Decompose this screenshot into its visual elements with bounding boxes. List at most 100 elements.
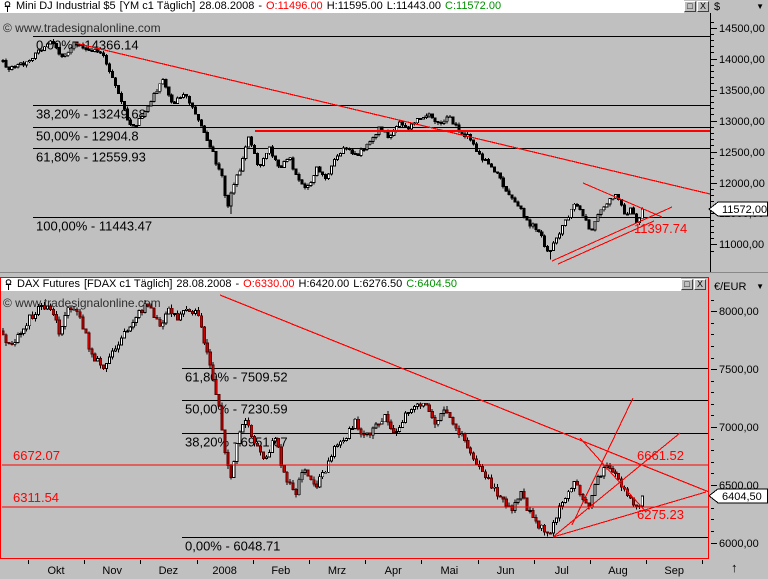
candle-body (250, 424, 254, 438)
price-level-label: 6275.23 (637, 507, 684, 522)
candle-body (584, 498, 588, 504)
candle-body (149, 305, 153, 309)
candle-body (134, 316, 138, 323)
plot-area[interactable]: © www.tradesignalonline.com 0,00% - 14366… (1, 21, 710, 265)
trend-line-triangle-lower-2[interactable] (557, 220, 655, 265)
candle-body (87, 332, 91, 350)
time-axis[interactable]: Okt Nov Dez 2008 Feb Mrz Apr Mai Jun Jul Aug Sep (0, 559, 768, 579)
candle-body (332, 158, 337, 167)
candle-body (543, 235, 547, 247)
candle-body (327, 173, 331, 179)
candle-body (637, 217, 641, 224)
candle-body (531, 223, 535, 227)
candle-body (498, 172, 502, 179)
candle-body (208, 139, 212, 148)
candle-body (196, 310, 200, 317)
candle-body (93, 49, 97, 53)
candle-body (39, 305, 44, 308)
candle-body (489, 477, 493, 489)
candle-body (10, 342, 14, 345)
ym-window-titlebar[interactable]: Mini DJ Industrial $5 [YM c1 Täglich] 28… (0, 0, 710, 13)
time-axis-tick (533, 560, 535, 564)
candle-body (273, 155, 277, 161)
candle-body (374, 134, 378, 139)
candle-body (549, 532, 553, 535)
candle-body (96, 49, 100, 53)
candle-body (110, 71, 115, 79)
candle-body (69, 47, 73, 54)
candle-body (223, 429, 227, 453)
time-axis-tick (309, 560, 310, 564)
window-controls: □ X (681, 278, 707, 291)
currency-label: $ (714, 1, 721, 13)
plot-area[interactable]: © www.tradesignalonline.com 61,80% - 7509… (2, 294, 709, 554)
candle-body (306, 184, 310, 188)
candle-body (2, 330, 5, 336)
candle-body (371, 427, 375, 436)
candle-body (540, 231, 544, 237)
price-axis[interactable]: 14500,00 14000,00 13500,00 13000,00 12500,00… (711, 22, 765, 252)
ym-axis-header[interactable]: $ ▼ (714, 1, 764, 13)
candle-body (430, 410, 434, 418)
candle-body (122, 101, 126, 110)
candle-body (7, 342, 11, 344)
watermark: © www.tradesignalonline.com (3, 21, 161, 35)
candle-body (421, 402, 425, 407)
ym-chart-canvas[interactable]: © www.tradesignalonline.com 0,00% - 14366… (0, 13, 768, 272)
trend-line-wedge-lower-2[interactable] (552, 491, 707, 538)
candle-body (338, 153, 342, 157)
candle-body (350, 149, 354, 154)
candle-body (211, 364, 215, 380)
dax-axis-header[interactable]: €/EUR ▼ (714, 281, 764, 293)
candle-body (424, 402, 428, 406)
candle-body (226, 195, 230, 207)
candle-body (560, 502, 564, 507)
candle-body (330, 165, 334, 175)
candle-body (264, 456, 268, 460)
chevron-down-icon[interactable]: ▼ (756, 2, 764, 11)
candle-body (599, 209, 603, 216)
candle-body (13, 66, 17, 69)
dax-chart-canvas[interactable]: © www.tradesignalonline.com 61,80% - 7509… (0, 292, 768, 558)
time-axis-tick (365, 560, 367, 564)
maximize-button[interactable]: □ (684, 1, 696, 12)
trend-line-steep-descending[interactable] (579, 437, 647, 513)
candle-body (519, 205, 523, 210)
trend-line-primary-downtrend[interactable] (219, 294, 709, 493)
candle-body (587, 219, 591, 230)
time-axis-tick (28, 560, 29, 564)
candle-body (498, 495, 502, 498)
trend-line-triangle-lower[interactable] (551, 206, 673, 262)
candle-body (318, 476, 322, 488)
candle-body (256, 153, 260, 165)
close-button[interactable]: X (694, 279, 706, 290)
candle-body (270, 146, 274, 157)
scroll-up-icon[interactable]: ↑ (731, 560, 738, 575)
candle-body (436, 121, 440, 124)
candle-body (404, 124, 408, 128)
candle-body (164, 313, 168, 324)
candle-body (125, 108, 129, 121)
trend-line-triangle-upper[interactable] (582, 182, 663, 218)
trend-line-primary-downtrend[interactable] (74, 42, 710, 195)
candle-body (344, 147, 348, 150)
close-value: C:6404.50 (406, 278, 457, 290)
month-label: Mai (440, 565, 459, 577)
chevron-down-icon[interactable]: ▼ (756, 282, 764, 291)
candle-body (81, 316, 85, 330)
candle-body (170, 307, 174, 315)
candle-body (469, 447, 473, 454)
candle-body (48, 40, 52, 45)
close-button[interactable]: X (697, 1, 709, 12)
trend-line-steep-ascending[interactable] (571, 397, 634, 526)
candle-body (557, 505, 562, 519)
candle-body (199, 119, 203, 127)
dax-window-titlebar[interactable]: DAX Futures [FDAX c1 Täglich] 28.08.2008… (1, 278, 707, 291)
candle-body (31, 314, 35, 320)
candle-body (442, 409, 446, 414)
candle-body (36, 49, 41, 54)
candle-body (368, 432, 372, 436)
maximize-button[interactable]: □ (681, 279, 693, 290)
candle-body (495, 171, 499, 174)
